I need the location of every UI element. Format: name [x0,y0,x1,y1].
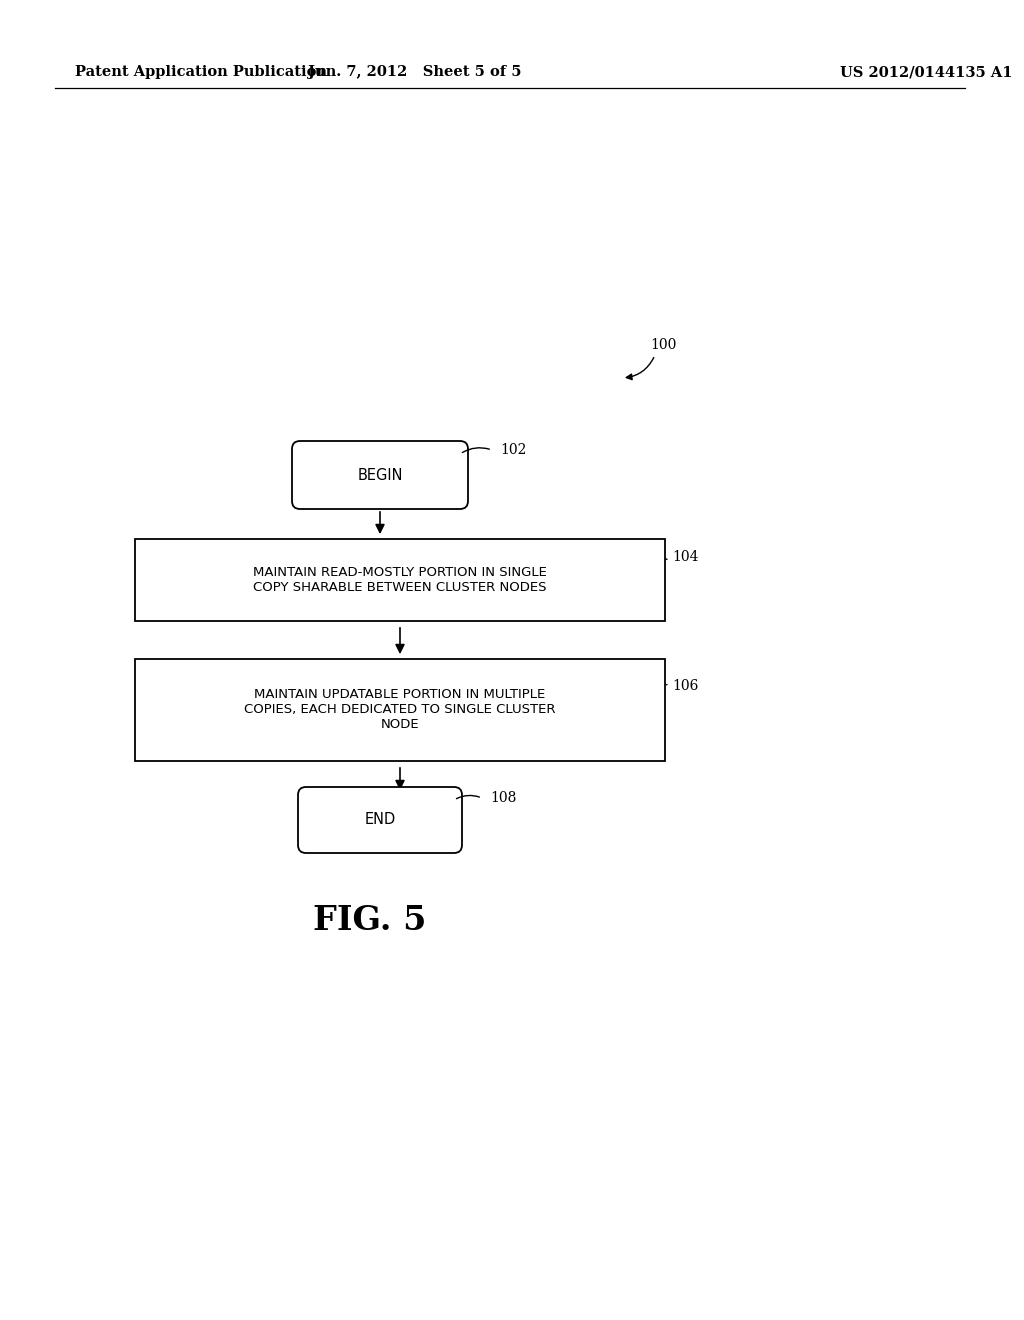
Text: MAINTAIN UPDATABLE PORTION IN MULTIPLE
COPIES, EACH DEDICATED TO SINGLE CLUSTER
: MAINTAIN UPDATABLE PORTION IN MULTIPLE C… [245,689,556,731]
Text: 100: 100 [650,338,677,352]
FancyBboxPatch shape [298,787,462,853]
Text: 104: 104 [672,550,698,564]
Text: BEGIN: BEGIN [357,467,402,483]
FancyBboxPatch shape [292,441,468,510]
Text: Jun. 7, 2012   Sheet 5 of 5: Jun. 7, 2012 Sheet 5 of 5 [308,65,522,79]
Text: MAINTAIN READ-MOSTLY PORTION IN SINGLE
COPY SHARABLE BETWEEN CLUSTER NODES: MAINTAIN READ-MOSTLY PORTION IN SINGLE C… [253,566,547,594]
Text: 102: 102 [500,444,526,457]
Text: 106: 106 [672,678,698,693]
Text: Patent Application Publication: Patent Application Publication [75,65,327,79]
Text: FIG. 5: FIG. 5 [313,903,427,936]
FancyArrowPatch shape [627,358,653,380]
Bar [135,539,665,620]
Text: 108: 108 [490,791,516,805]
Text: US 2012/0144135 A1: US 2012/0144135 A1 [840,65,1013,79]
Text: END: END [365,813,395,828]
Bar [135,659,665,762]
